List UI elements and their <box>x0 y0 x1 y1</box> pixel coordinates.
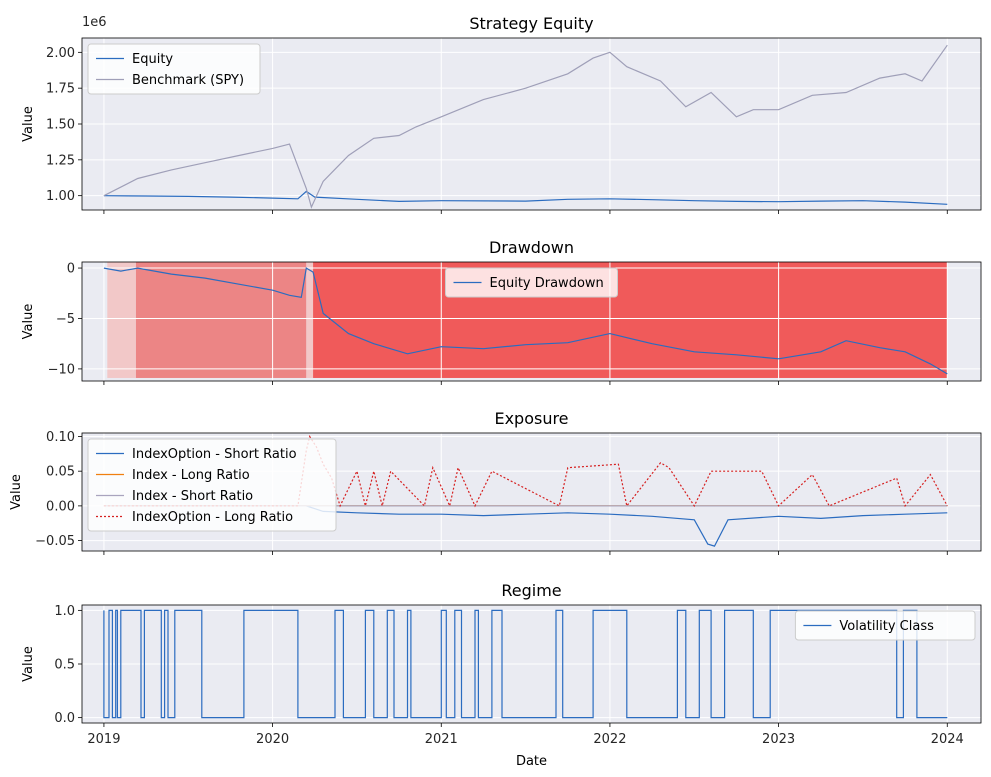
chart-title: Regime <box>501 581 561 600</box>
legend-entry: Equity Drawdown <box>490 276 604 291</box>
y-axis-label: Value <box>21 304 36 340</box>
chart-title: Drawdown <box>489 238 574 257</box>
x-tick-label: 2024 <box>931 732 964 747</box>
legend-box <box>445 267 618 298</box>
y-tick-label: 1.25 <box>46 153 75 168</box>
series-line-equity <box>103 190 948 205</box>
drawdown-region-3 <box>313 262 948 378</box>
legend: Equity Benchmark (SPY) <box>87 43 261 95</box>
y-tick-label: −10 <box>48 362 75 377</box>
y-tick-label: 0.10 <box>46 430 75 445</box>
legend-box <box>87 438 337 532</box>
legend-entry: Index - Short Ratio <box>132 489 253 504</box>
x-axis-label: Date <box>516 754 547 769</box>
legend-box <box>794 610 976 641</box>
x-tick-label: 2022 <box>593 732 626 747</box>
x-tick-label: 2020 <box>256 732 289 747</box>
legend: IndexOption - Short Ratio Index - Long Ra… <box>87 438 337 532</box>
y-tick-label: 2.00 <box>46 46 75 61</box>
legend-entry: Benchmark (SPY) <box>132 73 244 88</box>
axes-frame <box>81 261 982 382</box>
y-tick-label: 1.0 <box>54 604 75 619</box>
panel-exposure: 0.10 0.05 0.00 −0.05 Exposure Value IndexOptio… <box>9 409 982 555</box>
y-tick-label: 1.50 <box>46 118 75 133</box>
drawdown-region-0 <box>107 262 136 378</box>
y-axis-label: Value <box>21 646 36 682</box>
x-tick-label: 2021 <box>425 732 458 747</box>
y-axis-label: Value <box>21 106 36 142</box>
legend-entry: Index - Long Ratio <box>132 468 250 483</box>
legend-box <box>87 43 261 95</box>
series-line-equity-drawdown <box>103 267 948 375</box>
panel-drawdown: 0 −5 −10 Drawdown Value Equity Drawdown <box>21 238 982 385</box>
y-tick-label: 0.0 <box>54 711 75 726</box>
y-tick-label: 0.5 <box>54 658 75 673</box>
chart-title: Strategy Equity <box>469 14 593 33</box>
chart-title: Exposure <box>494 409 568 428</box>
legend: Equity Drawdown <box>445 267 618 298</box>
drawdown-region-1 <box>135 262 307 378</box>
series-line-indexoption-long-ratio <box>103 435 948 508</box>
y-tick-label: 0.00 <box>46 499 75 514</box>
panel-strategy-equity: 1.00 1.25 1.50 1.75 2.00 Strategy Equity Value… <box>21 14 982 214</box>
legend-entry: Volatility Class <box>839 619 934 634</box>
series-line-volatility-class <box>103 609 948 719</box>
x-tick-label: 2019 <box>87 732 120 747</box>
panel-regime: 0.0 0.5 1.0 Regime Value 2019 2020 2021 2022 2023… <box>21 581 982 769</box>
axes-frame <box>81 432 982 552</box>
series-line-benchmark-spy- <box>103 44 948 209</box>
y-tick-label: 1.75 <box>46 82 75 97</box>
legend-entry: Equity <box>132 52 173 67</box>
y-tick-label: 1.00 <box>46 189 75 204</box>
y-tick-label: 0 <box>67 262 75 277</box>
legend-entry: IndexOption - Short Ratio <box>132 447 297 462</box>
drawdown-region-2 <box>306 262 314 378</box>
y-tick-label: −5 <box>56 312 75 327</box>
y-tick-label: 0.05 <box>46 465 75 480</box>
y-offset-label: 1e6 <box>82 15 107 30</box>
legend: Volatility Class <box>794 610 976 641</box>
legend-entry: IndexOption - Long Ratio <box>132 510 293 525</box>
y-tick-label: −0.05 <box>35 534 75 549</box>
x-tick-label: 2023 <box>762 732 795 747</box>
y-axis-label: Value <box>9 474 24 510</box>
